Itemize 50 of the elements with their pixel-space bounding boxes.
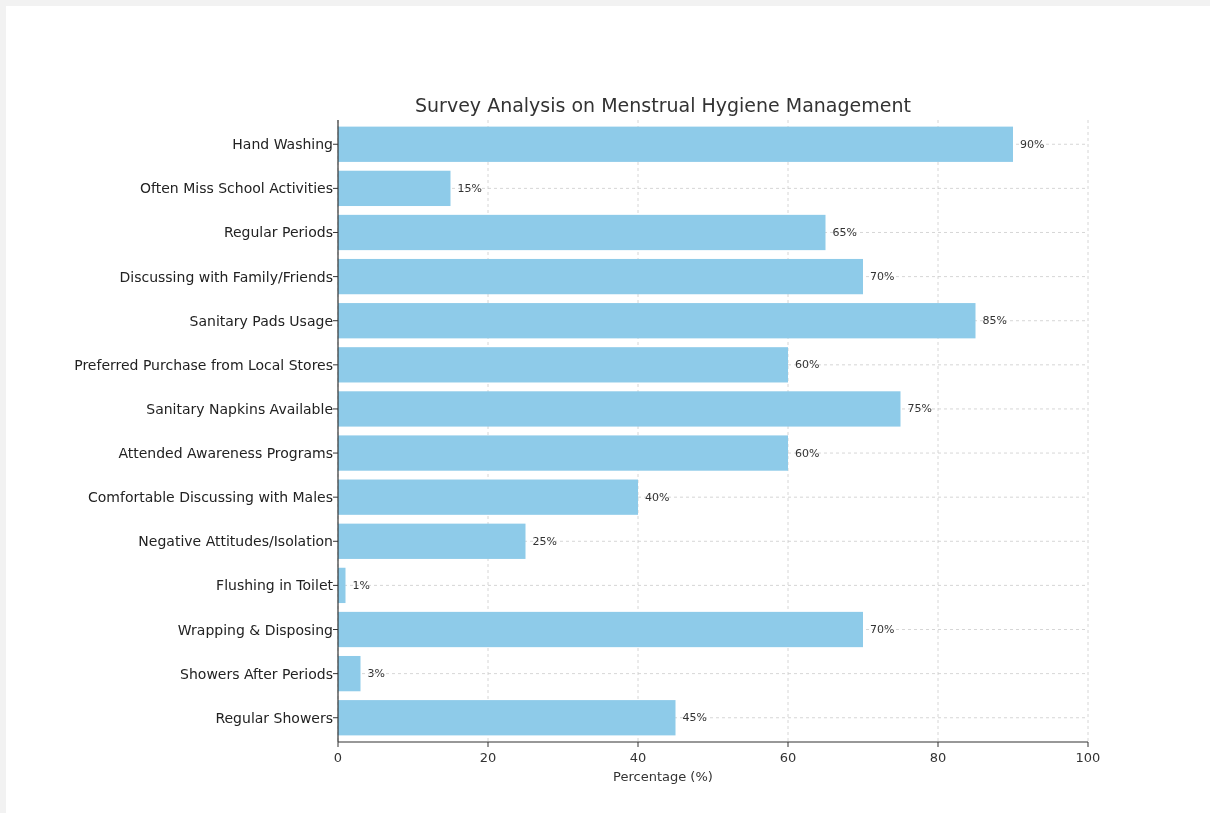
bar <box>338 567 346 604</box>
data-label: 15% <box>457 181 482 195</box>
data-label: 60% <box>795 446 820 460</box>
data-label: 25% <box>532 534 557 548</box>
y-tick-label: Attended Awareness Programs <box>118 445 333 462</box>
bar <box>338 214 826 251</box>
y-tick-label: Flushing in Toilet <box>216 577 334 594</box>
data-label: 3% <box>367 667 385 681</box>
y-tick-label: Sanitary Pads Usage <box>189 312 333 329</box>
data-label: 60% <box>795 358 820 372</box>
y-tick-label: Regular Periods <box>223 224 333 241</box>
y-tick-label: Negative Attitudes/Isolation <box>138 533 333 550</box>
data-label: 75% <box>907 402 932 416</box>
y-tick-label: Often Miss School Activities <box>140 180 333 197</box>
x-axis-title: Percentage (%) <box>613 769 713 784</box>
bar <box>338 258 863 295</box>
x-tick-label: 80 <box>929 750 947 765</box>
bar <box>338 700 676 736</box>
bar <box>338 303 976 339</box>
y-tick-label: Wrapping & Disposing <box>177 621 333 638</box>
data-label: 45% <box>682 711 707 725</box>
data-label: 1% <box>352 578 370 592</box>
y-tick-label: Comfortable Discussing with Males <box>88 489 333 506</box>
bar <box>338 391 901 427</box>
data-label: 85% <box>982 314 1007 328</box>
data-label: 40% <box>645 490 670 504</box>
y-tick-label: Discussing with Family/Friends <box>119 268 333 285</box>
x-tick-label: 40 <box>629 750 647 765</box>
bar <box>338 523 526 559</box>
bar <box>338 170 451 207</box>
chart-title: Survey Analysis on Menstrual Hygiene Management <box>415 94 911 116</box>
data-label: 70% <box>870 270 895 284</box>
y-tick-label: Sanitary Napkins Available <box>146 400 333 417</box>
data-label: 90% <box>1020 137 1045 151</box>
x-tick-label: 0 <box>333 750 343 765</box>
data-label: 70% <box>870 623 895 637</box>
y-tick-label: Regular Showers <box>215 709 333 726</box>
x-tick-label: 20 <box>479 750 497 765</box>
y-tick-label: Hand Washing <box>232 136 333 153</box>
y-tick-label: Showers After Periods <box>180 665 333 682</box>
bar <box>338 479 638 515</box>
x-tick-label: 100 <box>1075 750 1101 765</box>
bar <box>338 126 1013 162</box>
bar <box>338 435 788 471</box>
bar <box>338 611 863 648</box>
data-label: 65% <box>832 225 857 239</box>
bar <box>338 347 788 383</box>
bar <box>338 655 361 692</box>
x-tick-label: 60 <box>779 750 797 765</box>
y-tick-label: Preferred Purchase from Local Stores <box>74 356 333 373</box>
